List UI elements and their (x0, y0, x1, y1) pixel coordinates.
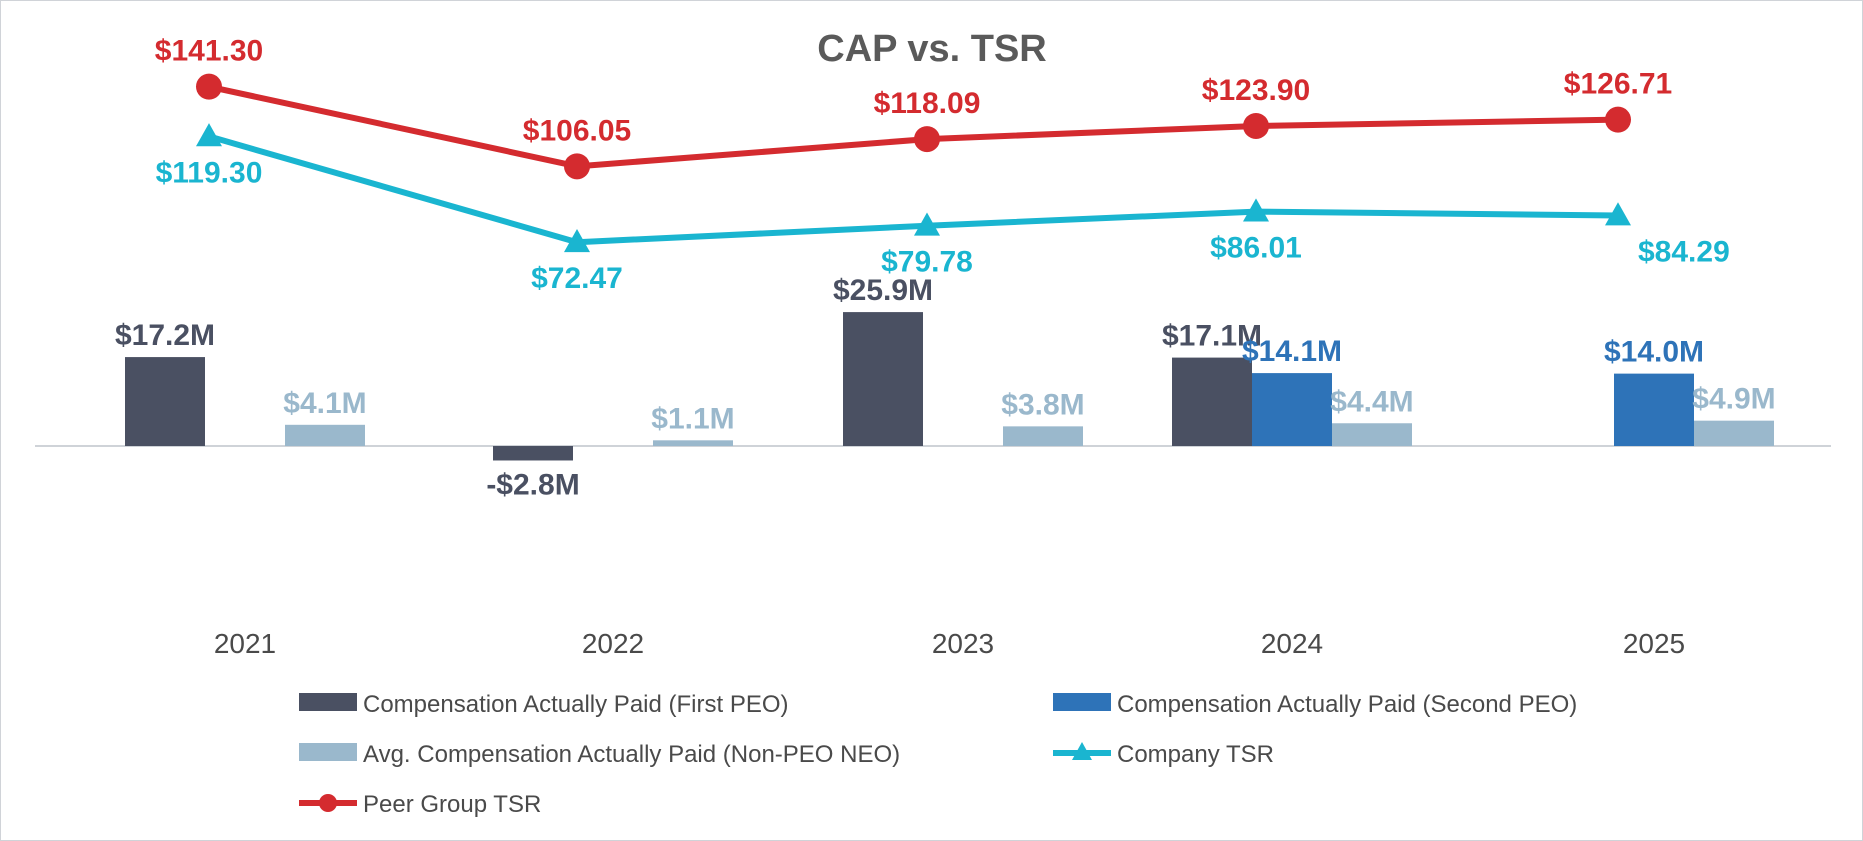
bar-compensation-actually-paid-first-peo-2021 (125, 357, 205, 446)
bar-label-avg-compensation-actually-paid-non-peo-neo-2023: $3.8M (1001, 388, 1084, 421)
legend-item-avg-compensation-actually-paid-non-peo-neo: Avg. Compensation Actually Paid (Non-PEO… (299, 741, 900, 768)
bar-compensation-actually-paid-second-peo-2025 (1614, 373, 1694, 446)
line-label-company-tsr-2022: $72.47 (531, 262, 623, 295)
bar-label-compensation-actually-paid-first-peo-2024: $17.1M (1162, 320, 1262, 353)
bar-label-compensation-actually-paid-first-peo-2022: -$2.8M (486, 468, 579, 501)
line-company-tsr (208, 133, 1619, 246)
bar-avg-compensation-actually-paid-non-peo-neo-2023 (1003, 426, 1083, 446)
line-label-company-tsr-2024: $86.01 (1210, 232, 1302, 265)
marker-company-tsr-2025 (1605, 202, 1631, 226)
bar-compensation-actually-paid-first-peo-2023 (843, 312, 923, 446)
x-tick-2025: 2025 (1623, 628, 1685, 659)
line-label-peer-group-tsr-2023: $118.09 (874, 87, 981, 120)
x-tick-2022: 2022 (582, 628, 644, 659)
marker-peer-group-tsr-2022 (564, 153, 590, 180)
legend-label-compensation-actually-paid-second-peo: Compensation Actually Paid (Second PEO) (1117, 691, 1577, 718)
marker-company-tsr-2022 (564, 229, 590, 253)
x-axis-ticks: 2021 2022 2023 2024 2025 (214, 628, 1685, 659)
line-label-peer-group-tsr-2024: $123.90 (1202, 74, 1310, 107)
marker-company-tsr-2024 (1243, 198, 1269, 222)
bar-label-avg-compensation-actually-paid-non-peo-neo-2024: $4.4M (1330, 385, 1413, 418)
bar-label-avg-compensation-actually-paid-non-peo-neo-2021: $4.1M (283, 387, 366, 420)
line-label-company-tsr-2021: $119.30 (156, 156, 263, 189)
bar-label-avg-compensation-actually-paid-non-peo-neo-2025: $4.9M (1692, 383, 1775, 416)
legend-swatch-compensation-actually-paid-second-peo (1053, 693, 1111, 711)
marker-peer-group-tsr-2024 (1243, 112, 1269, 139)
line-label-peer-group-tsr-2022: $106.05 (523, 114, 631, 147)
legend-item-peer-group-tsr: Peer Group TSR (299, 791, 541, 818)
bar-label-compensation-actually-paid-second-peo-2024: $14.1M (1242, 335, 1342, 368)
x-tick-2023: 2023 (932, 628, 994, 659)
marker-company-tsr-2023 (914, 212, 940, 236)
bar-label-compensation-actually-paid-first-peo-2021: $17.2M (115, 319, 215, 352)
line-layer (196, 73, 1631, 253)
bar-label-compensation-actually-paid-first-peo-2023: $25.9M (833, 274, 933, 307)
legend-label-compensation-actually-paid-first-peo: Compensation Actually Paid (First PEO) (363, 691, 789, 718)
legend-item-compensation-actually-paid-first-peo: Compensation Actually Paid (First PEO) (299, 691, 789, 718)
chart-title: CAP vs. TSR (817, 28, 1046, 70)
line-label-peer-group-tsr-2021: $141.30 (155, 35, 263, 68)
bar-avg-compensation-actually-paid-non-peo-neo-2022 (653, 440, 733, 446)
legend: Compensation Actually Paid (First PEO) Co… (299, 691, 1577, 818)
marker-company-tsr-2021 (196, 123, 222, 147)
legend-swatch-avg-compensation-actually-paid-non-peo-neo (299, 743, 357, 761)
legend-marker-peer-group-tsr (319, 794, 337, 812)
bar-avg-compensation-actually-paid-non-peo-neo-2021 (285, 424, 365, 446)
line-label-peer-group-tsr-2025: $126.71 (1564, 68, 1672, 101)
legend-swatch-compensation-actually-paid-first-peo (299, 693, 357, 711)
bar-compensation-actually-paid-first-peo-2022 (493, 446, 573, 461)
x-tick-2021: 2021 (214, 628, 276, 659)
line-label-company-tsr-2023: $79.78 (881, 246, 973, 279)
legend-label-avg-compensation-actually-paid-non-peo-neo: Avg. Compensation Actually Paid (Non-PEO… (363, 741, 900, 768)
marker-peer-group-tsr-2021 (196, 73, 222, 100)
bar-avg-compensation-actually-paid-non-peo-neo-2025 (1694, 420, 1774, 446)
legend-item-compensation-actually-paid-second-peo: Compensation Actually Paid (Second PEO) (1053, 691, 1577, 718)
marker-peer-group-tsr-2025 (1605, 106, 1631, 133)
bar-label-avg-compensation-actually-paid-non-peo-neo-2022: $1.1M (651, 402, 734, 435)
legend-marker-company-tsr (1072, 742, 1092, 760)
x-tick-2024: 2024 (1261, 628, 1323, 659)
bar-layer (125, 312, 1774, 461)
bar-compensation-actually-paid-second-peo-2024 (1252, 373, 1332, 446)
line-label-company-tsr-2025: $84.29 (1638, 236, 1730, 269)
legend-item-company-tsr: Company TSR (1053, 741, 1274, 768)
bar-compensation-actually-paid-first-peo-2024 (1172, 357, 1252, 446)
data-label-layer: $17.2M -$2.8M $25.9M $17.1M$14.1M $14.0M $4.1… (115, 35, 1776, 502)
legend-label-peer-group-tsr: Peer Group TSR (363, 791, 541, 818)
marker-peer-group-tsr-2023 (914, 126, 940, 153)
legend-label-company-tsr: Company TSR (1117, 741, 1274, 768)
bar-avg-compensation-actually-paid-non-peo-neo-2024 (1332, 423, 1412, 446)
bar-label-compensation-actually-paid-second-peo-2025: $14.0M (1604, 336, 1704, 369)
